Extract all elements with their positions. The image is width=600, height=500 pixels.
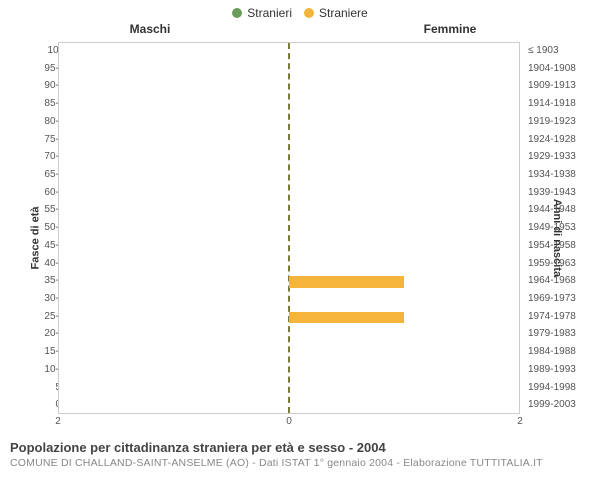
legend-dot-male	[232, 8, 242, 18]
table-row	[59, 273, 519, 291]
y-tick-birth: 1939-1943	[528, 184, 578, 202]
y-tick-birth: 1949-1953	[528, 219, 578, 237]
legend: Stranieri Straniere	[0, 0, 600, 22]
table-row	[59, 220, 519, 238]
y-tick-birth: 1969-1973	[528, 290, 578, 308]
plot-area	[58, 42, 520, 414]
table-row	[59, 132, 519, 150]
y-tick-birth: 1984-1988	[528, 343, 578, 361]
y-tick-birth: 1964-1968	[528, 272, 578, 290]
y-tick-birth: 1979-1983	[528, 325, 578, 343]
y-tick-birth: 1944-1948	[528, 201, 578, 219]
legend-label-female: Straniere	[319, 6, 368, 20]
y-tick-birth: 1924-1928	[528, 131, 578, 149]
chart-subtitle: COMUNE DI CHALLAND-SAINT-ANSELME (AO) - …	[10, 457, 590, 469]
y-tick-birth: 1959-1963	[528, 255, 578, 273]
table-row	[59, 96, 519, 114]
y-tick-birth: 1909-1913	[528, 77, 578, 95]
y-tick-birth: 1999-2003	[528, 396, 578, 414]
y-tick-birth: 1904-1908	[528, 60, 578, 78]
x-tick: 2	[55, 416, 61, 427]
y-tick-birth: 1934-1938	[528, 166, 578, 184]
y-tick-birth: 1919-1923	[528, 113, 578, 131]
table-row	[59, 326, 519, 344]
x-tick: 2	[517, 416, 523, 427]
chart-area: Fasce di età Anni di nascita 100+95-9990…	[0, 42, 600, 434]
y-tick-birth: 1974-1978	[528, 308, 578, 326]
bar-female	[289, 312, 404, 324]
y-tick-birth: 1914-1918	[528, 95, 578, 113]
table-row	[59, 344, 519, 362]
header-male: Maschi	[0, 22, 300, 36]
y-tick-birth: ≤ 1903	[528, 42, 578, 60]
y-ticks-birth: ≤ 19031904-19081909-19131914-19181919-19…	[528, 42, 578, 414]
table-row	[59, 238, 519, 256]
x-tick: 0	[286, 416, 292, 427]
legend-item-male: Stranieri	[232, 6, 292, 20]
table-row	[59, 114, 519, 132]
chart-container: Stranieri Straniere Maschi Femmine Fasce…	[0, 0, 600, 500]
table-row	[59, 43, 519, 61]
table-row	[59, 362, 519, 380]
footer: Popolazione per cittadinanza straniera p…	[0, 434, 600, 469]
y-tick-birth: 1954-1958	[528, 237, 578, 255]
table-row	[59, 397, 519, 415]
table-row	[59, 149, 519, 167]
table-row	[59, 202, 519, 220]
table-row	[59, 167, 519, 185]
legend-label-male: Stranieri	[247, 6, 292, 20]
bar-female	[289, 276, 404, 288]
x-ticks: 2 0 2	[58, 416, 520, 434]
legend-dot-female	[304, 8, 314, 18]
table-row	[59, 61, 519, 79]
header-female: Femmine	[300, 22, 600, 36]
y-tick-birth: 1989-1993	[528, 361, 578, 379]
column-headers: Maschi Femmine	[0, 22, 600, 42]
table-row	[59, 256, 519, 274]
table-row	[59, 380, 519, 398]
table-row	[59, 185, 519, 203]
y-tick-birth: 1929-1933	[528, 148, 578, 166]
legend-item-female: Straniere	[304, 6, 368, 20]
table-row	[59, 291, 519, 309]
table-row	[59, 309, 519, 327]
chart-title: Popolazione per cittadinanza straniera p…	[10, 440, 590, 455]
table-row	[59, 78, 519, 96]
y-tick-birth: 1994-1998	[528, 379, 578, 397]
